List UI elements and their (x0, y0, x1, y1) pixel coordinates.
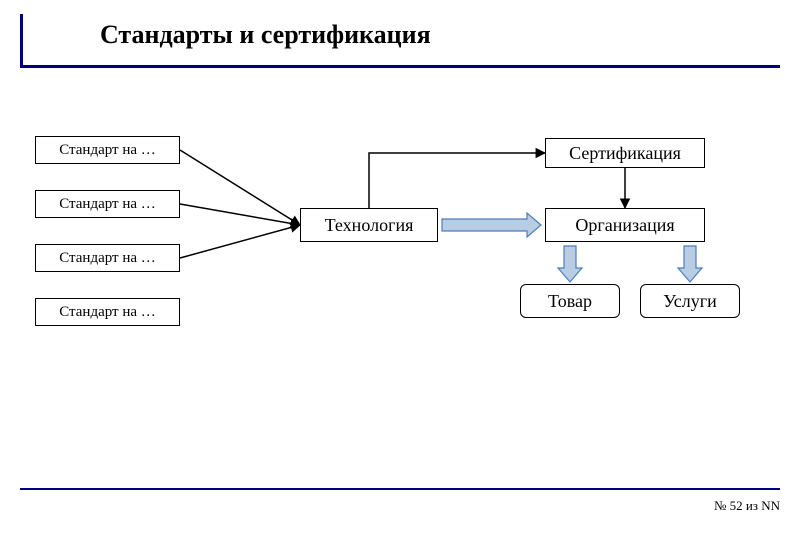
slide-title: Стандарты и сертификация (100, 20, 431, 50)
node-label-std4: Стандарт на … (59, 304, 156, 321)
node-label-prod: Товар (548, 291, 592, 312)
node-label-tech: Технология (325, 215, 414, 236)
node-std3: Стандарт на … (35, 244, 180, 272)
thin-edge-1 (180, 204, 300, 225)
block-arrow-1 (558, 246, 582, 282)
node-label-std1: Стандарт на … (59, 142, 156, 159)
block-arrow-2 (678, 246, 702, 282)
node-label-std2: Стандарт на … (59, 196, 156, 213)
thin-edge-3 (369, 153, 545, 208)
block-arrow-0 (442, 213, 541, 237)
node-cert: Сертификация (545, 138, 705, 168)
node-label-cert: Сертификация (569, 143, 681, 164)
edges-layer (0, 0, 800, 553)
node-label-serv: Услуги (663, 291, 717, 312)
node-std2: Стандарт на … (35, 190, 180, 218)
node-prod: Товар (520, 284, 620, 318)
node-label-std3: Стандарт на … (59, 250, 156, 267)
node-label-org: Организация (575, 215, 674, 236)
node-org: Организация (545, 208, 705, 242)
node-serv: Услуги (640, 284, 740, 318)
footer-rule (20, 488, 780, 490)
node-std4: Стандарт на … (35, 298, 180, 326)
node-std1: Стандарт на … (35, 136, 180, 164)
thin-edge-2 (180, 225, 300, 258)
footer-text: № 52 из NN (714, 498, 780, 514)
node-tech: Технология (300, 208, 438, 242)
thin-edge-0 (180, 150, 300, 225)
